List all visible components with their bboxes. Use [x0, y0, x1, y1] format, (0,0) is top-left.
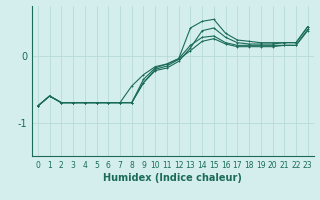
X-axis label: Humidex (Indice chaleur): Humidex (Indice chaleur)	[103, 173, 242, 183]
